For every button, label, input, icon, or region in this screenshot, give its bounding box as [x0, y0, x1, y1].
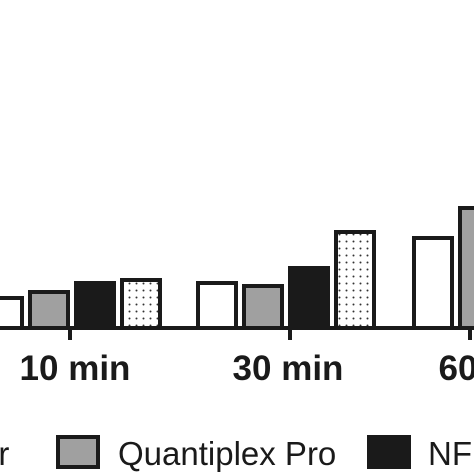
bar-1-2 [28, 290, 70, 330]
bar-1-1 [0, 296, 24, 330]
legend-label-3: NF [428, 435, 472, 472]
bar-1-3 [74, 281, 116, 330]
bar-2-1 [196, 281, 238, 330]
x-tick-label-1: 10 min [20, 349, 131, 388]
bar-2-4 [334, 230, 376, 330]
bar-3-1 [412, 236, 454, 330]
bar-2-3 [288, 266, 330, 330]
x-ticks [68, 328, 472, 340]
legend: er Quantiplex Pro NF [0, 435, 472, 472]
x-tick-labels: 10 min 30 min 60 [20, 349, 474, 388]
x-tick-label-2: 30 min [233, 349, 344, 388]
bars-layer [0, 206, 474, 330]
legend-swatch-3 [367, 435, 411, 469]
legend-swatch-2 [56, 435, 100, 469]
bar-2-2 [242, 284, 284, 330]
legend-label-2: Quantiplex Pro [118, 435, 336, 472]
bar-1-4 [120, 278, 162, 330]
bar-3-2 [458, 206, 474, 330]
x-tick-label-3: 60 [439, 349, 474, 388]
legend-label-1: er [0, 435, 9, 472]
